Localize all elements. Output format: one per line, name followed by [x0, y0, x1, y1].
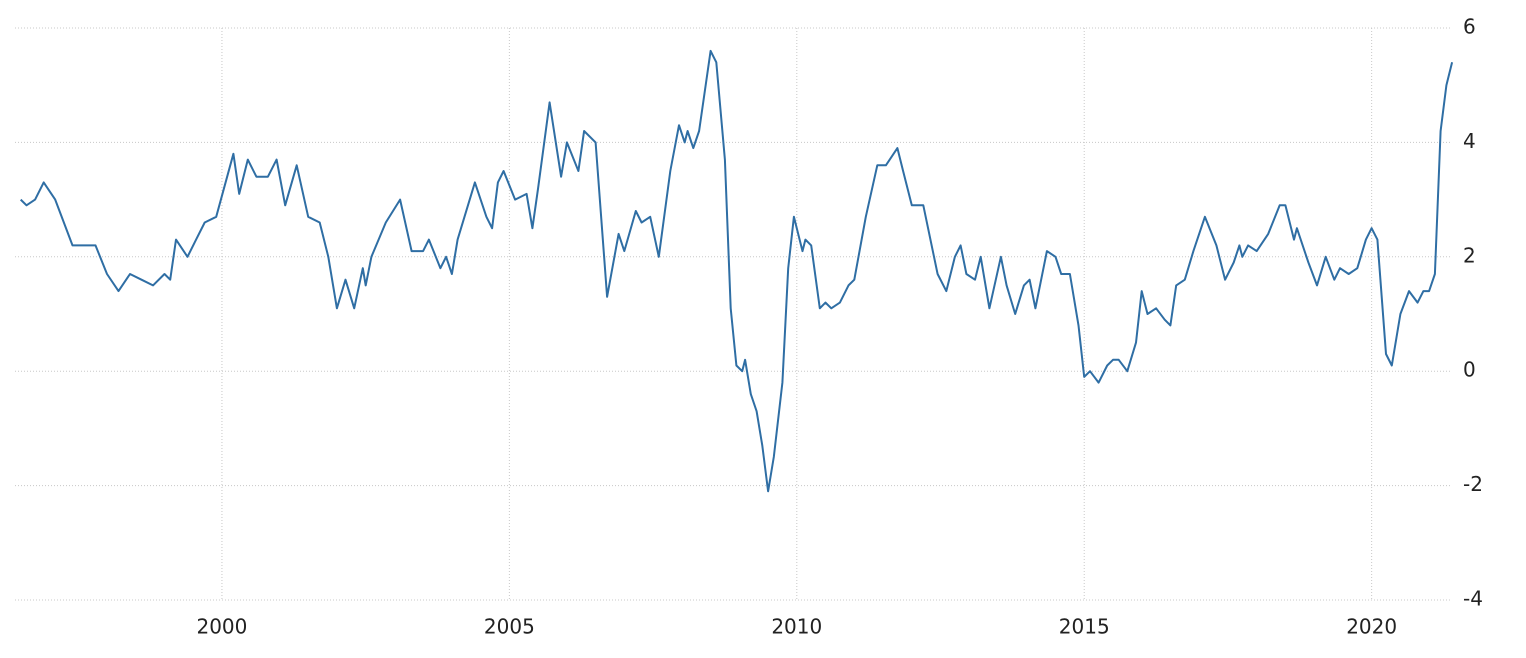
y-tick-label: 2: [1463, 243, 1476, 267]
line-series: [19, 49, 1454, 493]
y-tick-label: 6: [1463, 15, 1476, 39]
y-tick-label: -4: [1463, 587, 1483, 611]
y-tick-label: 4: [1463, 129, 1476, 153]
x-tick-label: 2005: [484, 615, 535, 639]
x-tick-label: 2000: [196, 615, 247, 639]
x-tick-label: 2015: [1059, 615, 1110, 639]
y-tick-label: 0: [1463, 358, 1476, 382]
x-tick-label: 2020: [1346, 615, 1397, 639]
y-tick-label: -2: [1463, 472, 1483, 496]
x-tick-label: 2010: [771, 615, 822, 639]
